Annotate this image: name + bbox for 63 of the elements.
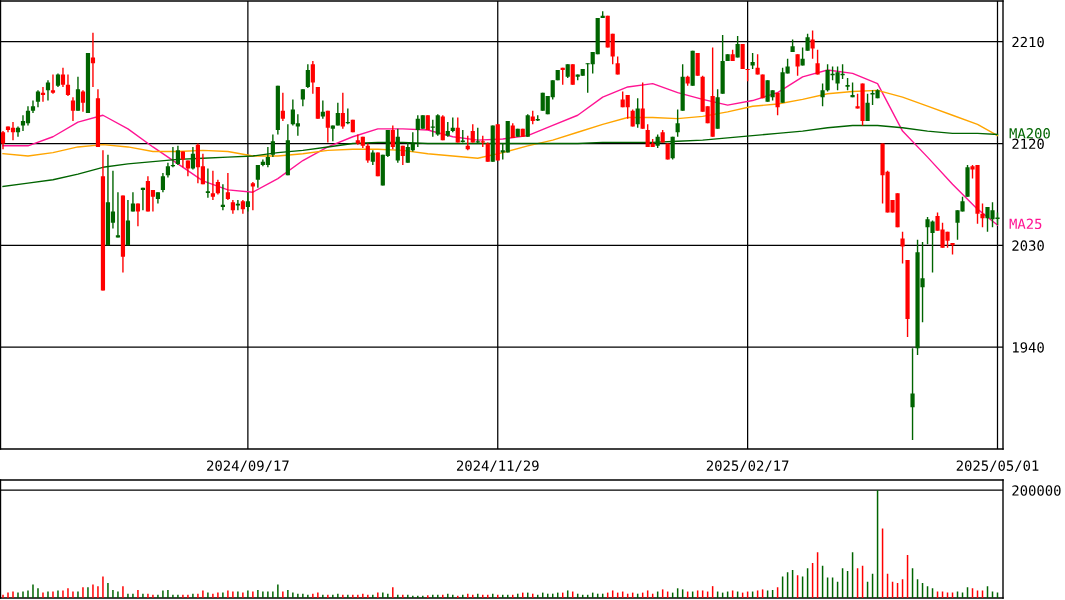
y-tick-label: 1940	[1013, 342, 1044, 353]
candlestick	[755, 53, 760, 76]
candlestick	[340, 91, 345, 130]
x-tick-label: 2024/11/29	[456, 460, 539, 473]
candlestick	[255, 164, 260, 189]
candlestick	[910, 347, 915, 441]
line-series	[2, 69, 999, 226]
candlestick	[160, 172, 166, 193]
candlestick	[245, 191, 250, 213]
candlestick	[45, 79, 51, 102]
candlestick	[295, 113, 300, 137]
candlestick	[395, 128, 400, 164]
candlestick	[204, 167, 211, 199]
candlestick	[735, 35, 740, 59]
candlestick	[70, 96, 76, 122]
candlestick	[75, 76, 81, 112]
y-tick-label: 200000	[1012, 485, 1061, 496]
candlestick	[190, 146, 195, 171]
candlestick	[250, 181, 255, 211]
candlestick	[525, 113, 530, 138]
candlestick	[25, 105, 31, 127]
candlestick	[330, 124, 335, 142]
candlestick	[435, 113, 440, 137]
candlestick	[675, 108, 680, 138]
y-tick-label: 2030	[1012, 240, 1044, 251]
candlestick	[305, 63, 310, 89]
candlestick	[225, 172, 230, 201]
candlestick	[80, 89, 86, 113]
candlestick	[390, 124, 395, 150]
candlestick	[695, 52, 700, 77]
candlestick	[265, 146, 270, 168]
candlestick	[900, 231, 905, 265]
candlestick	[310, 60, 315, 95]
candlestick	[865, 93, 870, 122]
candlestick	[980, 202, 985, 228]
series-label: MA200	[1009, 128, 1050, 139]
candlestick	[65, 73, 71, 97]
candlestick	[50, 73, 56, 95]
candlestick	[815, 48, 820, 76]
candlestick	[635, 97, 640, 129]
candlestick	[270, 133, 275, 158]
candlestick	[810, 29, 815, 60]
candlestick	[615, 55, 620, 76]
y-tick-label: 2210	[1012, 36, 1044, 48]
x-tick-label: 2024/09/17	[207, 460, 289, 473]
candlestick	[570, 63, 575, 86]
series-label: MA25	[1009, 218, 1042, 230]
candlestick	[210, 170, 215, 201]
x-tick-label: 2025/05/01	[956, 460, 1039, 473]
candlestick	[325, 110, 330, 144]
candlestick	[175, 145, 181, 166]
candlestick	[640, 81, 645, 130]
candlestick	[485, 141, 490, 163]
candlestick	[365, 142, 370, 164]
candlestick	[0, 130, 6, 150]
candlestick	[280, 91, 285, 122]
candlestick	[455, 116, 460, 144]
x-tick-label: 2025/02/17	[706, 460, 789, 473]
y-tick-label: 2120	[1012, 138, 1044, 150]
candlestick	[795, 53, 800, 77]
candlestick	[440, 114, 445, 141]
candlestick	[820, 82, 825, 107]
candlestick	[60, 67, 66, 88]
